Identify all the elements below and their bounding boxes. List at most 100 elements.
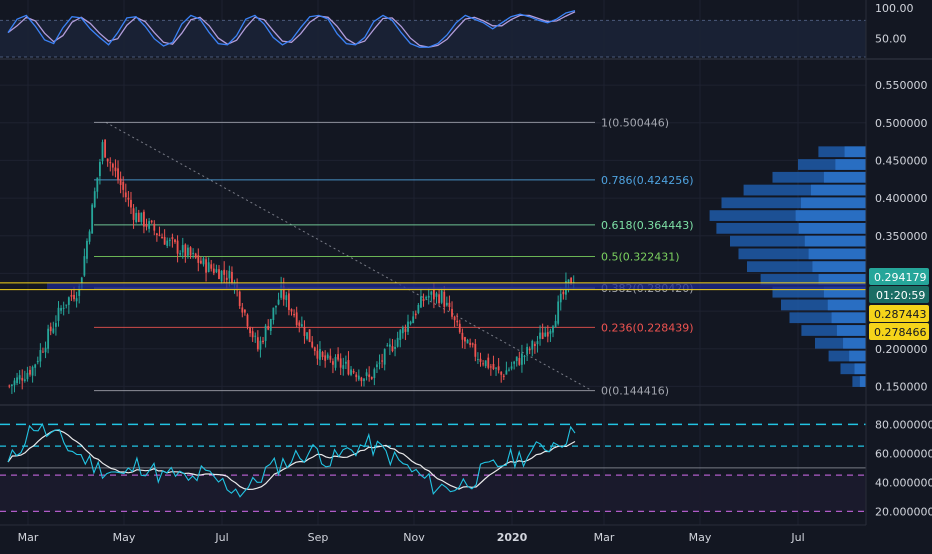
candle-body (251, 331, 254, 338)
candle-body (67, 297, 70, 305)
candle-body (383, 349, 386, 365)
time-axis[interactable]: Mar May Jul Sep Nov 2020 Mar May Jul (18, 531, 805, 544)
svg-text:01:20:59: 01:20:59 (876, 289, 925, 302)
price-panel[interactable]: 1(0.500446) 0.786(0.424256) 0.618(0.364443… (0, 116, 866, 398)
candle-body (407, 321, 409, 332)
volume-profile-row (781, 299, 866, 311)
fib-level-label: 0.786(0.424256) (601, 174, 694, 187)
candle-body (502, 375, 505, 378)
volume-profile-row-value (836, 325, 866, 336)
candle-body (298, 322, 301, 326)
candle-body (246, 314, 249, 327)
volume-profile-row (772, 286, 866, 298)
candle-body (140, 212, 143, 222)
candle-body (388, 344, 391, 347)
volume-profile-row-value (800, 197, 866, 209)
candle-body (10, 384, 13, 387)
candle-body (513, 361, 516, 364)
candle-body (122, 182, 125, 190)
volume-profile-row (747, 261, 866, 273)
rsi-axis-label: 40.000000 (875, 476, 932, 489)
candle-body (176, 240, 179, 254)
candle-body (399, 330, 402, 340)
candle-body (430, 291, 433, 295)
candle-body (559, 293, 562, 303)
candle-body (49, 326, 52, 332)
candle-body (202, 258, 205, 265)
candle-body (254, 335, 257, 337)
candle-body (453, 316, 456, 321)
candle-body (300, 324, 303, 327)
volume-profile-row-value (795, 210, 866, 221)
candle-body (16, 377, 18, 384)
candle-body (365, 372, 368, 376)
candle-body (42, 351, 44, 353)
price-axis-label: 0.350000 (875, 230, 928, 243)
candle-body (508, 369, 510, 371)
candle-body (515, 356, 518, 362)
candle-body (44, 347, 47, 353)
volume-profile-row (772, 171, 866, 183)
volume-profile-row-value (808, 248, 866, 260)
rsi-panel[interactable] (0, 422, 866, 512)
candle-body (378, 362, 381, 364)
candle-body (381, 360, 384, 362)
candle-body (425, 297, 428, 299)
candle-body (477, 359, 479, 361)
candle-body (316, 350, 319, 359)
candle-body (464, 337, 466, 342)
candle-body (557, 301, 560, 324)
candle-body (549, 330, 552, 334)
candle-body (256, 337, 259, 350)
candle-body (264, 325, 267, 341)
candle-body (189, 247, 192, 256)
candle-body (73, 294, 75, 300)
candle-body (111, 163, 114, 168)
svg-text:0.294179: 0.294179 (874, 271, 927, 284)
rsi-axis-label: 80.000000 (875, 418, 932, 431)
candle-body (288, 293, 290, 310)
main-price-axis[interactable]: 0.550000 0.500000 0.450000 0.400000 0.350000… (875, 79, 928, 393)
candle-body (394, 346, 396, 349)
candle-body (47, 328, 50, 349)
candle-body (86, 240, 88, 259)
candle-body (137, 212, 140, 222)
candle-body (401, 327, 404, 334)
time-axis-label: Jul (790, 531, 804, 544)
candle-body (510, 366, 513, 369)
candle-body (303, 327, 306, 336)
candle-body (295, 312, 298, 326)
candle-body (339, 358, 342, 368)
stoch-price-axis[interactable]: 100.00 50.00 (875, 2, 914, 46)
candle-body (539, 332, 541, 339)
candle-body (469, 342, 472, 345)
volume-profile-row-value (843, 337, 866, 349)
candle-body (135, 212, 138, 223)
fib-retracement[interactable]: 1(0.500446) 0.786(0.424256) 0.618(0.364443… (94, 116, 694, 398)
candle-body (78, 286, 81, 296)
candle-body (99, 162, 101, 177)
candle-body (57, 307, 60, 321)
candle-body (386, 345, 389, 347)
price-axis-label: 0.400000 (875, 192, 928, 205)
rsi-price-axis[interactable]: 80.000000 60.000000 40.000000 20.000000 (875, 418, 932, 518)
candle-body (443, 291, 446, 307)
candle-body (241, 307, 244, 313)
candle-body (117, 168, 119, 180)
price-axis-label: 0.500000 (875, 117, 928, 130)
price-axis-label: 0.150000 (875, 380, 928, 393)
candle-body (168, 239, 171, 241)
candle-body (440, 290, 443, 303)
candle-body (171, 237, 174, 240)
candle-body (544, 332, 547, 337)
candle-body (91, 204, 94, 234)
candle-body (8, 385, 11, 387)
rsi-line (7, 422, 576, 498)
candle-body (518, 358, 521, 365)
time-axis-label: Nov (403, 531, 425, 544)
stoch-rsi-panel[interactable] (0, 9, 866, 58)
candle-body (29, 369, 31, 375)
candle-body (199, 260, 202, 264)
